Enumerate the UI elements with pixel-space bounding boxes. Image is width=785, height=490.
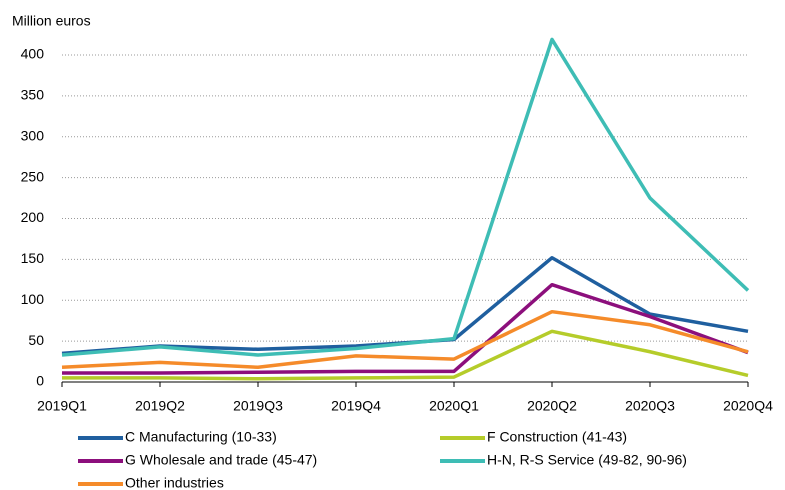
y-tick-label: 400 (21, 46, 45, 62)
legend-label: G Wholesale and trade (45-47) (125, 452, 317, 468)
y-tick-label: 200 (21, 209, 45, 225)
series-line (62, 282, 749, 375)
legend-label: F Construction (41-43) (487, 429, 627, 445)
legend-label: H-N, R-S Service (49-82, 90-96) (487, 452, 687, 468)
y-tick-label: 250 (21, 168, 45, 184)
y-tick-label: 0 (36, 373, 44, 389)
series-line (61, 37, 750, 357)
y-tick-label: 100 (21, 291, 45, 307)
legend-label: Other industries (125, 475, 224, 490)
x-tick-label: 2019Q2 (135, 398, 185, 414)
legend-label: C Manufacturing (10-33) (125, 429, 277, 445)
y-tick-label: 350 (21, 87, 45, 103)
x-tick-label: 2020Q1 (429, 398, 479, 414)
x-tick-label: 2019Q3 (233, 398, 283, 414)
series-line (62, 329, 749, 381)
y-axis-label: Million euros (12, 13, 91, 29)
x-tick-label: 2020Q2 (527, 398, 577, 414)
series-line (61, 255, 749, 356)
y-tick-label: 50 (28, 332, 44, 348)
x-tick-label: 2020Q4 (723, 398, 773, 414)
y-tick-label: 150 (21, 250, 45, 266)
y-tick-label: 300 (21, 127, 45, 143)
x-tick-label: 2019Q4 (331, 398, 381, 414)
series-line (61, 309, 749, 370)
x-tick-label: 2020Q3 (625, 398, 675, 414)
x-tick-label: 2019Q1 (37, 398, 87, 414)
